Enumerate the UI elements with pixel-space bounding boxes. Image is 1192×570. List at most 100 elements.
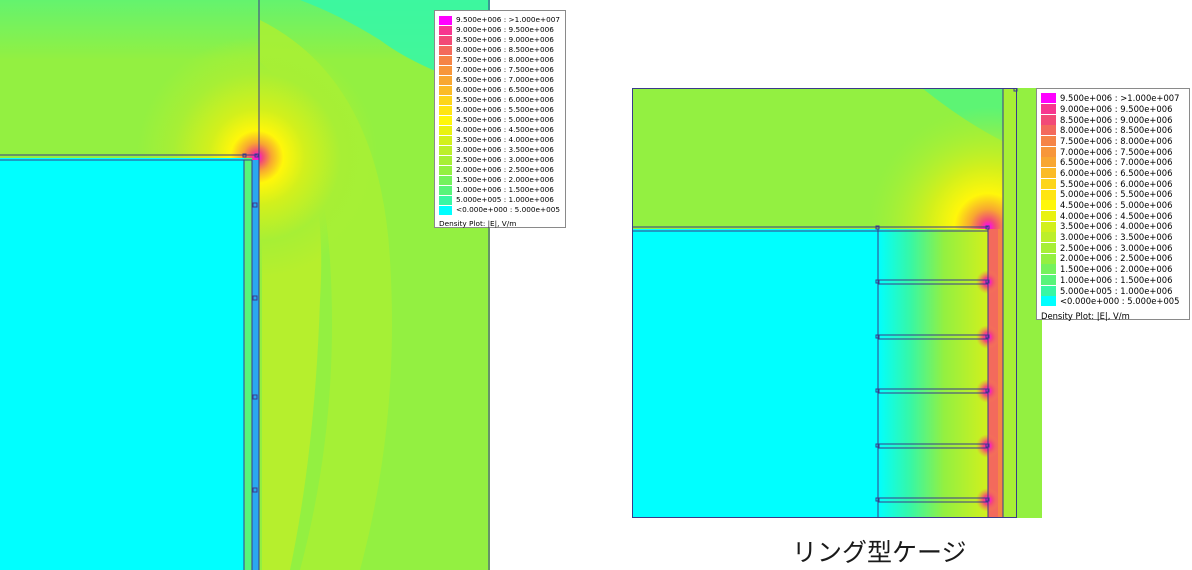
- legend-swatch: [1041, 253, 1056, 264]
- electrode-region-left: [0, 158, 244, 570]
- legend-swatch: [1041, 136, 1056, 147]
- legend-entry: 1.500e+006 : 2.000e+006: [1041, 264, 1185, 275]
- legend-entry: 8.000e+006 : 8.500e+006: [1041, 125, 1185, 136]
- outer-strip-right: [1003, 88, 1017, 518]
- legend-entry-label: <0.000e+000 : 5.000e+005: [1060, 296, 1180, 307]
- legend-entry-label: 5.000e+005 : 1.000e+006: [1060, 285, 1173, 296]
- legend-swatch: [439, 165, 452, 175]
- legend-entry-label: 6.000e+006 : 6.500e+006: [1060, 167, 1173, 178]
- legend-swatch: [1041, 178, 1056, 189]
- legend-right: 9.500e+006 : >1.000e+007 9.000e+006 : 9.5…: [1036, 88, 1190, 320]
- legend-entry-label: 4.500e+006 : 5.000e+006: [456, 115, 554, 125]
- legend-entry: 9.500e+006 : >1.000e+007: [439, 15, 561, 25]
- legend-title: Density Plot: |E|, V/m: [1041, 310, 1130, 321]
- legend-entry-label: 3.500e+006 : 4.000e+006: [456, 135, 554, 145]
- legend-swatch: [1041, 275, 1056, 286]
- legend-swatch: [439, 185, 452, 195]
- legend-entry-label: 6.500e+006 : 7.000e+006: [1060, 157, 1173, 168]
- legend-entry: 8.500e+006 : 9.000e+006: [439, 35, 561, 45]
- legend-swatch: [1041, 168, 1056, 179]
- legend-entry: 6.000e+006 : 6.500e+006: [439, 85, 561, 95]
- legend-swatch: [439, 35, 452, 45]
- legend-entry: 1.000e+006 : 1.500e+006: [439, 185, 561, 195]
- legend-swatch: [439, 115, 452, 125]
- legend-swatch: [1041, 296, 1056, 307]
- legend-swatch: [439, 135, 452, 145]
- legend-entry-label: 9.000e+006 : 9.500e+006: [456, 25, 554, 35]
- legend-entry: 7.500e+006 : 8.000e+006: [439, 55, 561, 65]
- density-plot-right: [632, 88, 1042, 518]
- legend-swatch: [439, 145, 452, 155]
- legend-entry-label: 7.000e+006 : 7.500e+006: [1060, 146, 1173, 157]
- legend-entry-label: 5.000e+006 : 5.500e+006: [456, 105, 554, 115]
- legend-entry: 2.500e+006 : 3.000e+006: [1041, 242, 1185, 254]
- legend-entry-label: 9.500e+006 : >1.000e+007: [456, 15, 561, 25]
- legend-entry: 6.500e+006 : 7.000e+006: [439, 75, 561, 85]
- legend-entry-label: 5.500e+006 : 6.000e+006: [1060, 178, 1173, 189]
- legend-entry-label: 1.000e+006 : 1.500e+006: [1060, 274, 1173, 285]
- legend-entry: 5.500e+006 : 6.000e+006: [1041, 178, 1185, 190]
- ring-column-edge-right: [998, 229, 1003, 518]
- electrode-gap-left: [244, 158, 252, 570]
- legend-entry-label: 1.500e+006 : 2.000e+006: [456, 175, 554, 185]
- legend-swatch: [439, 95, 452, 105]
- legend-entry: 2.000e+006 : 2.500e+006: [439, 165, 561, 175]
- electrode-region-right: [632, 229, 878, 518]
- legend-swatch: [1041, 146, 1056, 157]
- gap-gradient-right: [878, 229, 988, 518]
- legend-title: Density Plot: |E|, V/m: [439, 219, 517, 228]
- legend-entry: 6.500e+006 : 7.000e+006: [1041, 157, 1185, 168]
- legend-entry: 5.000e+006 : 5.500e+006: [439, 105, 561, 115]
- legend-entry: 2.500e+006 : 3.000e+006: [439, 155, 561, 165]
- legend-entry-label: 9.000e+006 : 9.500e+006: [1060, 103, 1173, 114]
- legend-entry: <0.000e+000 : 5.000e+005: [1041, 296, 1185, 307]
- legend-entry-label: 8.500e+006 : 9.000e+006: [456, 35, 554, 45]
- legend-swatch: [1041, 285, 1056, 296]
- legend-entry: 1.500e+006 : 2.000e+006: [439, 175, 561, 185]
- legend-left: 9.500e+006 : >1.000e+007 9.000e+006 : 9.5…: [434, 10, 566, 228]
- legend-swatch: [1041, 210, 1056, 221]
- ring-bar-left: [252, 160, 259, 570]
- legend-entry: 9.000e+006 : 9.500e+006: [1041, 104, 1185, 115]
- legend-entry-label: 2.500e+006 : 3.000e+006: [1060, 242, 1173, 253]
- legend-swatch: [1041, 242, 1056, 253]
- legend-entry: 7.500e+006 : 8.000e+006: [1041, 136, 1185, 147]
- legend-entry-label: <0.000e+000 : 5.000e+005: [456, 205, 561, 215]
- legend-entry: 3.000e+006 : 3.500e+006: [1041, 232, 1185, 243]
- legend-entry: 7.000e+006 : 7.500e+006: [1041, 146, 1185, 157]
- legend-swatch: [1041, 189, 1056, 200]
- legend-swatch: [1041, 200, 1056, 211]
- legend-swatch: [439, 65, 452, 75]
- legend-entry-label: 8.000e+006 : 8.500e+006: [1060, 125, 1173, 136]
- legend-entry-label: 5.000e+005 : 1.000e+006: [456, 195, 554, 205]
- legend-entry-label: 9.500e+006 : >1.000e+007: [1060, 93, 1180, 104]
- legend-entry: 3.500e+006 : 4.000e+006: [439, 135, 561, 145]
- legend-swatch: [439, 175, 452, 185]
- legend-entry: 8.500e+006 : 9.000e+006: [1041, 114, 1185, 125]
- legend-swatch: [1041, 221, 1056, 232]
- legend-entry: 8.000e+006 : 8.500e+006: [439, 45, 561, 55]
- legend-swatch: [439, 105, 452, 115]
- legend-swatch: [439, 55, 452, 65]
- legend-swatch: [439, 45, 452, 55]
- legend-entry: 4.000e+006 : 4.500e+006: [1041, 210, 1185, 222]
- legend-swatch: [1041, 232, 1056, 243]
- legend-entry-label: 5.000e+006 : 5.500e+006: [1060, 189, 1173, 200]
- legend-entry-label: 7.500e+006 : 8.000e+006: [1060, 135, 1173, 146]
- legend-entry-label: 4.000e+006 : 4.500e+006: [456, 125, 554, 135]
- legend-entry-label: 8.500e+006 : 9.000e+006: [1060, 114, 1173, 125]
- legend-entry: 4.500e+006 : 5.000e+006: [1041, 200, 1185, 211]
- legend-entry-label: 4.000e+006 : 4.500e+006: [1060, 210, 1173, 221]
- legend-entry-label: 2.500e+006 : 3.000e+006: [456, 155, 554, 165]
- legend-entry: 4.500e+006 : 5.000e+006: [439, 115, 561, 125]
- legend-swatch: [439, 205, 452, 215]
- legend-entry-label: 3.500e+006 : 4.000e+006: [1060, 221, 1173, 232]
- legend-entry: 9.500e+006 : >1.000e+007: [1041, 93, 1185, 104]
- legend-swatch: [1041, 157, 1056, 168]
- legend-entry: 5.000e+005 : 1.000e+006: [1041, 285, 1185, 296]
- legend-entry: 5.500e+006 : 6.000e+006: [439, 95, 561, 105]
- density-plot-left: [0, 0, 490, 570]
- legend-swatch: [439, 155, 452, 165]
- legend-swatch: [1041, 114, 1056, 125]
- legend-swatch: [1041, 93, 1056, 104]
